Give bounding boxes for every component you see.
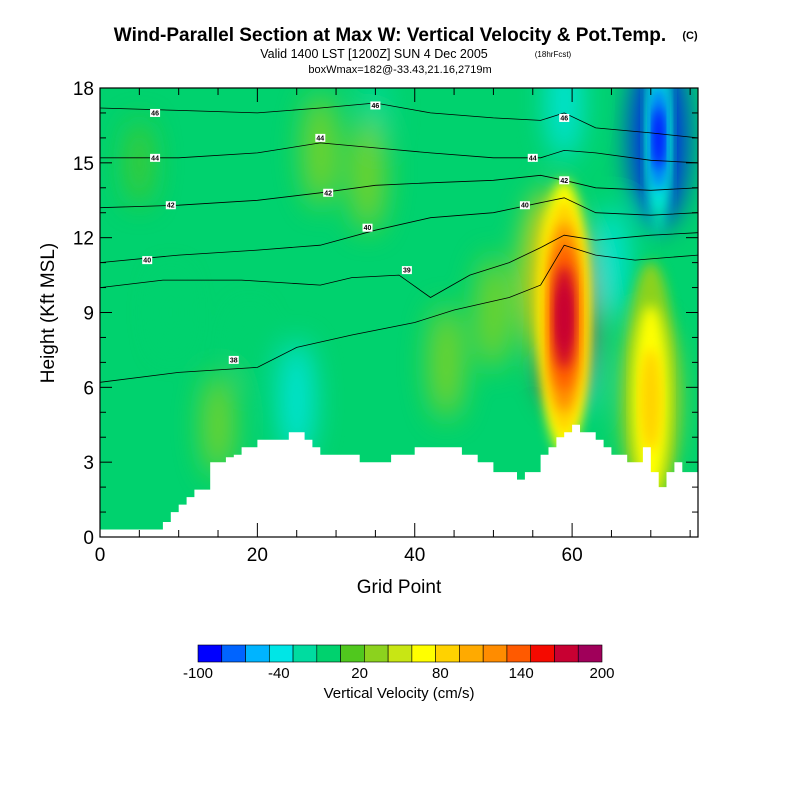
- axis-ticks: [99, 87, 698, 538]
- downdraft-region-7: [237, 309, 262, 391]
- colorbar-swatch-7: [364, 644, 389, 663]
- updraft-region-13: [429, 305, 464, 420]
- core-main-downdraft-level-3: [653, 107, 665, 169]
- x-axis-label: Grid Point: [357, 577, 442, 598]
- x-tick-label-3: 60: [562, 545, 583, 566]
- y-tick-label-5: 15: [73, 154, 94, 175]
- colorbar-tick-label-1: -40: [268, 665, 290, 682]
- downdraft-region-1: [546, 88, 583, 161]
- svg-text:39: 39: [403, 268, 411, 275]
- colorbar-swatch-16: [577, 644, 603, 663]
- vertical-velocity-cores: [539, 88, 676, 537]
- svg-text:46: 46: [151, 110, 159, 117]
- y-axis-label: Height (Kft MSL): [38, 243, 59, 383]
- svg-text:42: 42: [324, 190, 332, 197]
- colorbar-tick-label-5: 200: [589, 665, 614, 682]
- svg-text:42: 42: [167, 203, 175, 210]
- svg-text:40: 40: [143, 258, 151, 265]
- y-tick-label-6: 18: [73, 79, 94, 100]
- theta-contour-40: [100, 197, 698, 263]
- box-info: boxWmax=182@-33.43,21.16,2719m: [308, 64, 491, 76]
- valid-time: Valid 1400 LST [1200Z] SUN 4 Dec 2005: [260, 47, 488, 61]
- colorbar-swatch-13: [506, 644, 532, 663]
- theta-label-42-0: 42: [165, 201, 176, 210]
- axis-tick-labels: 0 20 40 60 0 3 6 9 12 15 18: [73, 79, 583, 566]
- theta-label-44-0: 44: [150, 153, 161, 162]
- svg-text:42: 42: [560, 178, 568, 185]
- theta-contour-39: [100, 232, 698, 298]
- theta-label-44-2: 44: [527, 153, 538, 162]
- updraft-region-12: [476, 255, 511, 370]
- theta-contours: 38 39 40 40 40 42 42 42 44 44 44 46 46 46: [100, 101, 698, 383]
- x-tick-label-2: 40: [404, 545, 425, 566]
- theta-label-40-0: 40: [142, 256, 153, 265]
- y-tick-label-4: 12: [73, 229, 94, 250]
- colorbar-swatch-10: [435, 644, 460, 663]
- theta-label-38-0: 38: [228, 355, 239, 364]
- colorbar-swatch-12: [482, 644, 508, 663]
- downdraft-region-6: [159, 272, 183, 353]
- updraft-region-16: [126, 119, 153, 207]
- colorbar-swatch-2: [245, 644, 270, 663]
- chart-title: Wind-Parallel Section at Max W: Vertical…: [114, 25, 666, 46]
- colorbar-swatch-9: [411, 644, 436, 663]
- colorbar-tick-label-0: -100: [183, 665, 213, 682]
- colorbar-tick-label-3: 80: [432, 665, 449, 682]
- theta-label-46-2: 46: [559, 113, 570, 122]
- downdraft-region-3: [278, 340, 315, 460]
- colorbar-swatch-11: [459, 644, 484, 663]
- theta-label-40-1: 40: [362, 223, 373, 232]
- theta-label-46-0: 46: [150, 108, 161, 117]
- theta-contour-46: [100, 102, 698, 139]
- colorbar-title: Vertical Velocity (cm/s): [324, 685, 475, 702]
- svg-text:44: 44: [316, 135, 324, 142]
- theta-label-42-1: 42: [323, 188, 334, 197]
- svg-text:38: 38: [230, 357, 238, 364]
- colorbar-tick-labels: -100 -40 20 80 140 200: [183, 665, 615, 682]
- colorbar-swatch-6: [340, 644, 365, 663]
- colorbar-tick-label-2: 20: [351, 665, 368, 682]
- theta-label-44-1: 44: [315, 133, 326, 142]
- colorbar-swatch-4: [292, 644, 318, 663]
- theta-contour-44: [100, 142, 698, 164]
- colorbar-swatch-5: [316, 644, 341, 663]
- theta-contour-42: [100, 174, 698, 209]
- theta-label-39-0: 39: [401, 266, 412, 275]
- x-tick-label-1: 20: [247, 545, 268, 566]
- updraft-region-11: [350, 118, 385, 233]
- colorbar-swatch-8: [387, 644, 413, 663]
- updraft-region-15: [202, 373, 234, 477]
- terrain-mask: [100, 424, 698, 537]
- colorbar: [197, 644, 603, 663]
- colorbar-swatch-15: [554, 644, 579, 663]
- colorbar-swatch-0: [197, 644, 223, 663]
- theta-label-40-2: 40: [519, 201, 530, 210]
- colorbar-swatch-3: [268, 644, 294, 663]
- svg-text:46: 46: [560, 115, 568, 122]
- svg-text:40: 40: [364, 225, 372, 232]
- forecast-hour: (18hrFcst): [535, 50, 572, 59]
- y-tick-label-1: 3: [83, 453, 94, 474]
- copyright-mark: (C): [682, 30, 698, 42]
- x-tick-label-0: 0: [95, 545, 106, 566]
- plot-area: 38 39 40 40 40 42 42 42 44 44 44 46 46 46: [100, 88, 698, 537]
- y-tick-label-0: 0: [83, 528, 94, 549]
- y-tick-label-3: 9: [83, 304, 94, 325]
- theta-label-46-1: 46: [370, 101, 381, 110]
- svg-text:44: 44: [151, 155, 159, 162]
- core-east-updraft-level-2: [640, 348, 662, 452]
- core-main-updraft-level-5: [557, 287, 571, 348]
- svg-text:44: 44: [529, 155, 537, 162]
- downdraft-region-4: [594, 205, 629, 320]
- y-tick-label-2: 6: [83, 378, 94, 399]
- svg-text:46: 46: [371, 103, 379, 110]
- theta-contour-38: [100, 244, 698, 383]
- colorbar-swatch-14: [530, 644, 555, 663]
- updraft-region-14: [303, 93, 338, 208]
- theta-label-42-2: 42: [559, 176, 570, 185]
- svg-text:40: 40: [521, 203, 529, 210]
- colorbar-tick-label-4: 140: [509, 665, 534, 682]
- colorbar-swatch-1: [221, 644, 246, 663]
